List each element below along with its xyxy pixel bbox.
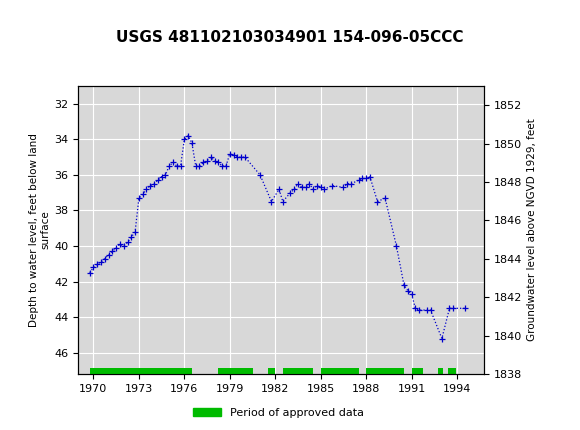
Legend: Period of approved data: Period of approved data — [188, 403, 368, 422]
Y-axis label: Depth to water level, feet below land
surface: Depth to water level, feet below land su… — [28, 133, 50, 327]
FancyBboxPatch shape — [6, 4, 64, 37]
Text: USGS 481102103034901 154-096-05CCC: USGS 481102103034901 154-096-05CCC — [116, 30, 464, 45]
Text: ≡: ≡ — [3, 9, 24, 32]
Y-axis label: Groundwater level above NGVD 1929, feet: Groundwater level above NGVD 1929, feet — [527, 119, 536, 341]
Text: USGS: USGS — [26, 12, 81, 29]
